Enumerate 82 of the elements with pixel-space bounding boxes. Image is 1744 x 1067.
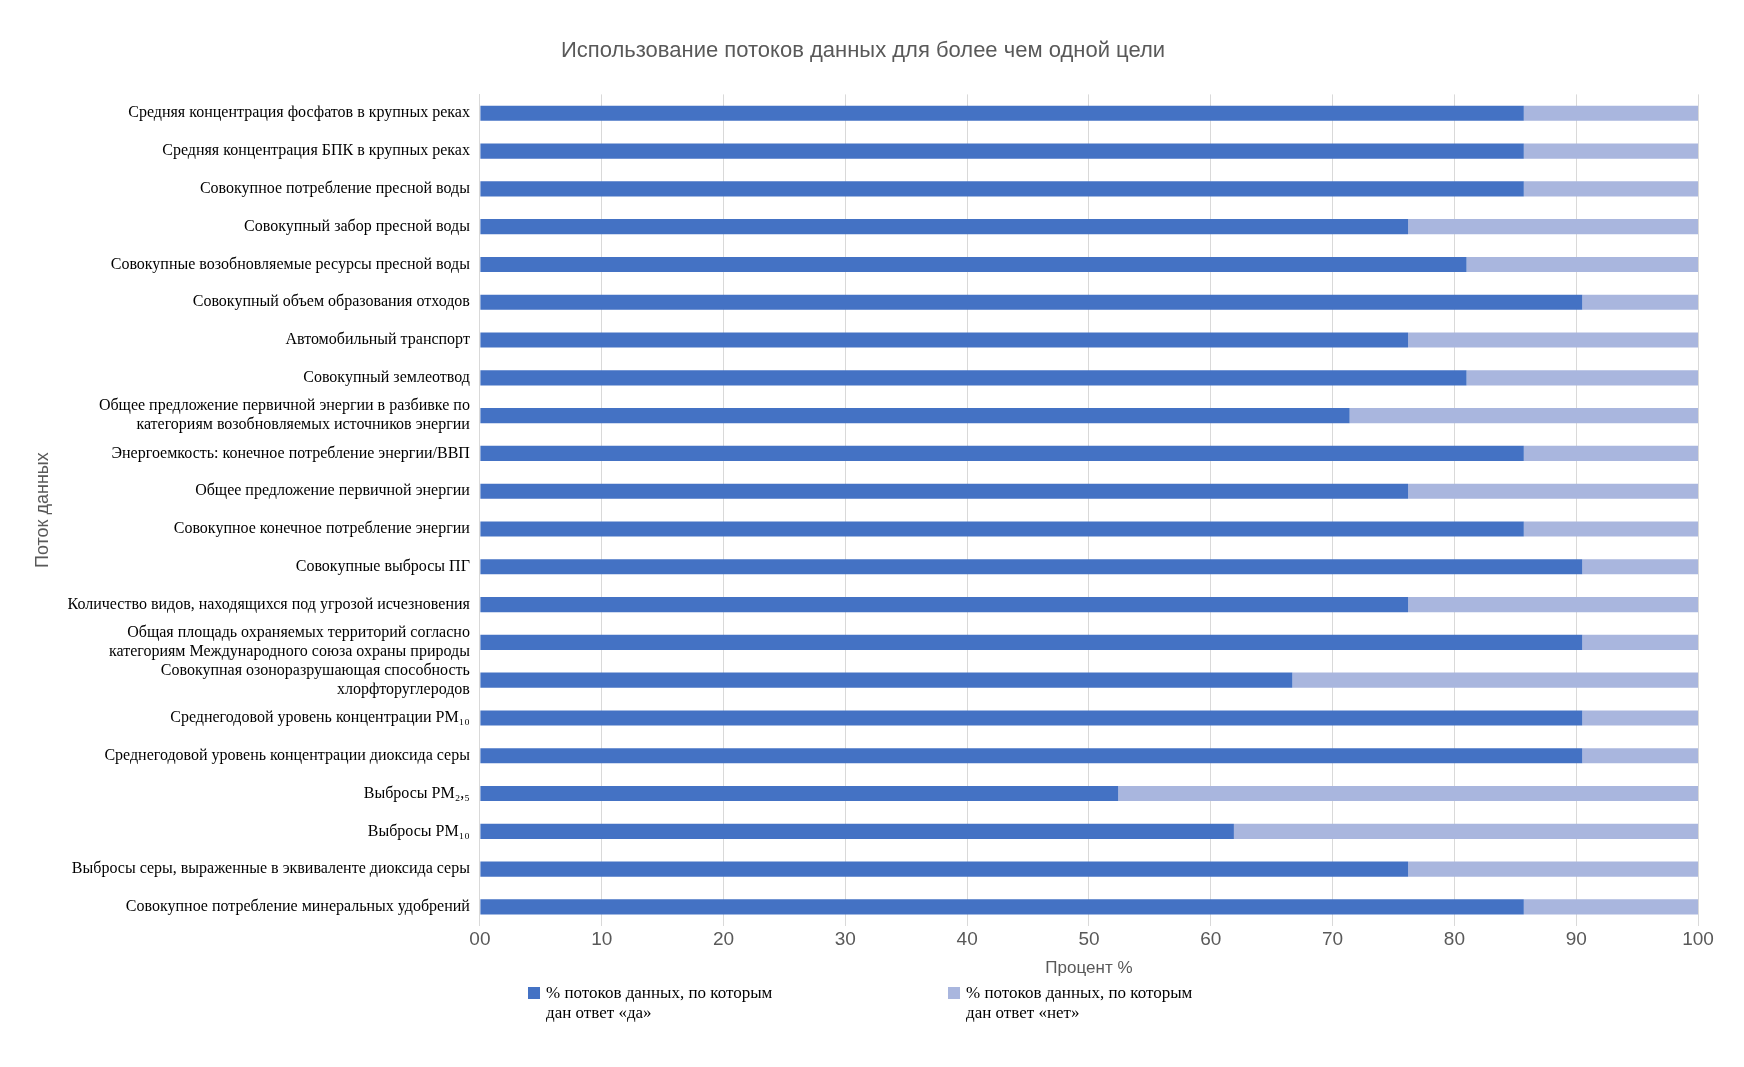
x-tick-label: 40 [956, 928, 978, 950]
y-tick-label: Автомобильный транспорт [285, 330, 470, 349]
bar [480, 370, 1467, 386]
bar [1408, 483, 1698, 499]
y-tick-label: Совокупные возобновляемые ресурсы пресной воды [110, 254, 471, 273]
bar [480, 483, 1409, 499]
y-tick-label: Совокупная озоноразрушающая способность хлорфторуглеродов [160, 660, 471, 698]
bar [1349, 408, 1698, 424]
bar [480, 634, 1583, 650]
bar [480, 521, 1524, 537]
chart-title: Использование потоков данных для более чем одной цели [560, 37, 1166, 63]
bar [480, 445, 1524, 461]
bar [1466, 370, 1698, 386]
bar [480, 294, 1583, 310]
y-tick-label: Среднегодовой уровень концентрации PM₁₀ [170, 708, 470, 727]
bar [1582, 710, 1698, 726]
bar [1523, 105, 1698, 121]
x-axis-title: Процент % [1045, 958, 1133, 978]
bar [1408, 861, 1698, 877]
bar [480, 332, 1409, 348]
bar [480, 143, 1524, 159]
bar [1582, 634, 1698, 650]
bar [1582, 748, 1698, 764]
bar [480, 899, 1524, 915]
y-tick-label: Среднегодовой уровень концентрации диоксида серы [104, 745, 471, 764]
bar [480, 785, 1119, 802]
bar [480, 408, 1350, 424]
bar [1523, 521, 1698, 537]
y-tick-label: Выбросы PM₂,₅ [363, 783, 470, 802]
bar [1118, 785, 1698, 802]
x-tick-label: 00 [469, 928, 491, 950]
x-tick-label: 70 [1322, 928, 1344, 950]
x-tick-label: 30 [834, 928, 856, 950]
y-tick-label: Совокупное потребление минеральных удобрений [125, 897, 471, 916]
y-tick-label: Совокупный землеотвод [303, 368, 470, 387]
bar [1523, 445, 1698, 461]
bar [1523, 143, 1698, 159]
bar [480, 181, 1524, 197]
x-tick-label: 90 [1565, 928, 1587, 950]
y-tick-label: Выбросы серы, выраженные в эквиваленте диоксида серы [71, 859, 471, 878]
y-tick-label: Общая площадь охраняемых территорий согласно категориям Международного союза охраны природы [108, 622, 471, 661]
bar [480, 672, 1293, 688]
y-tick-label: Энергоемкость: конечное потребление энергии/ВВП [111, 443, 471, 462]
x-tick-label: 10 [591, 928, 613, 950]
x-tick-label: 100 [1682, 928, 1714, 950]
y-axis-title: Поток данных [31, 452, 52, 569]
y-tick-label: Средняя концентрация БПК в крупных реках [162, 141, 470, 160]
x-tick-label: 20 [712, 928, 735, 950]
y-tick-label: Количество видов, находящихся под угрозой исчезновения [67, 594, 471, 613]
bar [1408, 332, 1698, 348]
bar [480, 861, 1409, 877]
bar [1582, 559, 1698, 575]
y-tick-label: Средняя концентрация фосфатов в крупных реках [128, 103, 470, 122]
bar [1408, 597, 1698, 613]
y-tick-label: Выбросы PM₁₀ [367, 821, 470, 840]
bar [1292, 672, 1698, 688]
bar [480, 256, 1467, 273]
y-tick-label: Совокупный объем образования отходов [192, 292, 471, 311]
legend-label: % потоков данных, по которым дан ответ «да» [546, 983, 774, 1023]
y-tick-label: Общее предложение первичной энергии [195, 481, 471, 500]
y-tick-label: Совокупное потребление пресной воды [199, 179, 471, 198]
bar [1523, 899, 1698, 915]
bar [480, 105, 1524, 121]
bar [1466, 256, 1698, 273]
bar [480, 559, 1583, 575]
bar [480, 597, 1409, 613]
x-tick-label: 50 [1078, 928, 1100, 950]
x-tick-label: 60 [1200, 928, 1222, 950]
bar [480, 219, 1409, 235]
bar [480, 823, 1234, 839]
bar [1523, 181, 1698, 197]
bar [480, 748, 1583, 764]
bar [1582, 294, 1698, 310]
bar [480, 710, 1583, 726]
bar [1408, 219, 1698, 235]
x-tick-label: 80 [1443, 928, 1465, 950]
y-tick-label: Совокупный забор пресной воды [244, 216, 471, 235]
y-tick-label: Совокупное конечное потребление энергии [173, 519, 471, 538]
y-tick-label: Общее предложение первичной энергии в разбивке по категориям возобновляемых источников энергии [98, 396, 471, 434]
y-tick-label: Совокупные выбросы ПГ [295, 556, 470, 575]
legend-label: % потоков данных, по которым дан ответ «нет» [966, 983, 1194, 1023]
bar [1233, 823, 1698, 839]
